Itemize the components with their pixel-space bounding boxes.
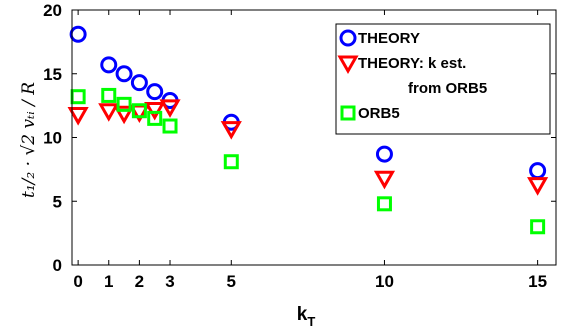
y-tick-label: 15 (43, 65, 62, 84)
series-0-point (146, 83, 164, 101)
y-tick-labels: 0 5 10 15 20 (43, 1, 62, 275)
series-1-point (527, 177, 549, 196)
series-1-point (373, 170, 396, 190)
data-marks (67, 25, 549, 235)
legend-label: THEORY (358, 30, 420, 47)
series-1-point (113, 105, 135, 125)
series-1-point (67, 107, 89, 126)
series-0-point (115, 65, 133, 83)
y-tick-label: 0 (53, 256, 62, 275)
plot-frame (71, 9, 557, 266)
series-2-point (223, 154, 239, 170)
series-1-point (220, 121, 242, 140)
x-tick-label: 10 (375, 272, 394, 291)
y-axis-label: t₁/₂ · √2 vₜᵢ / R (19, 82, 39, 198)
x-axis-label-main: k (297, 304, 308, 325)
y-tick-label: 10 (43, 129, 62, 148)
x-tick-label: 3 (165, 272, 174, 291)
y-tick-label: 20 (43, 1, 62, 20)
series-2-point (162, 118, 178, 134)
legend-marker-2 (340, 105, 356, 121)
series-1-point (159, 99, 181, 118)
series-0-point (100, 56, 118, 74)
legend-marker-1 (337, 55, 359, 75)
series-2-point (376, 196, 392, 212)
legend-marker-0 (339, 29, 357, 47)
legend-label: from ORB5 (408, 80, 487, 97)
series-1-point (144, 101, 166, 121)
x-tick-label: 15 (528, 272, 547, 291)
series-2-point (101, 87, 117, 103)
legend-label: ORB5 (358, 105, 400, 122)
series-0-point (375, 145, 393, 163)
x-tick-label: 0 (73, 272, 82, 291)
x-axis-label: kT (297, 304, 316, 329)
series-0-point (130, 74, 148, 92)
series-0-point (69, 25, 87, 43)
series-2-point (131, 103, 147, 119)
legend-label: THEORY: k est. (358, 55, 466, 72)
x-tick-label: 1 (104, 272, 113, 291)
x-tick-labels: 0 1 2 3 5 10 15 (73, 272, 547, 291)
series-1-point (98, 103, 120, 122)
series-2-point (116, 96, 132, 112)
x-axis-label-subscript: T (307, 314, 315, 329)
legend-box (335, 23, 551, 135)
y-tick-label: 5 (53, 192, 62, 211)
x-tick-label: 2 (135, 272, 144, 291)
legend: THEORY THEORY: k est. from ORB5 ORB5 (335, 23, 551, 135)
series-2-point (147, 110, 163, 126)
x-tick-label: 5 (227, 272, 236, 291)
series-2-point (530, 219, 546, 235)
